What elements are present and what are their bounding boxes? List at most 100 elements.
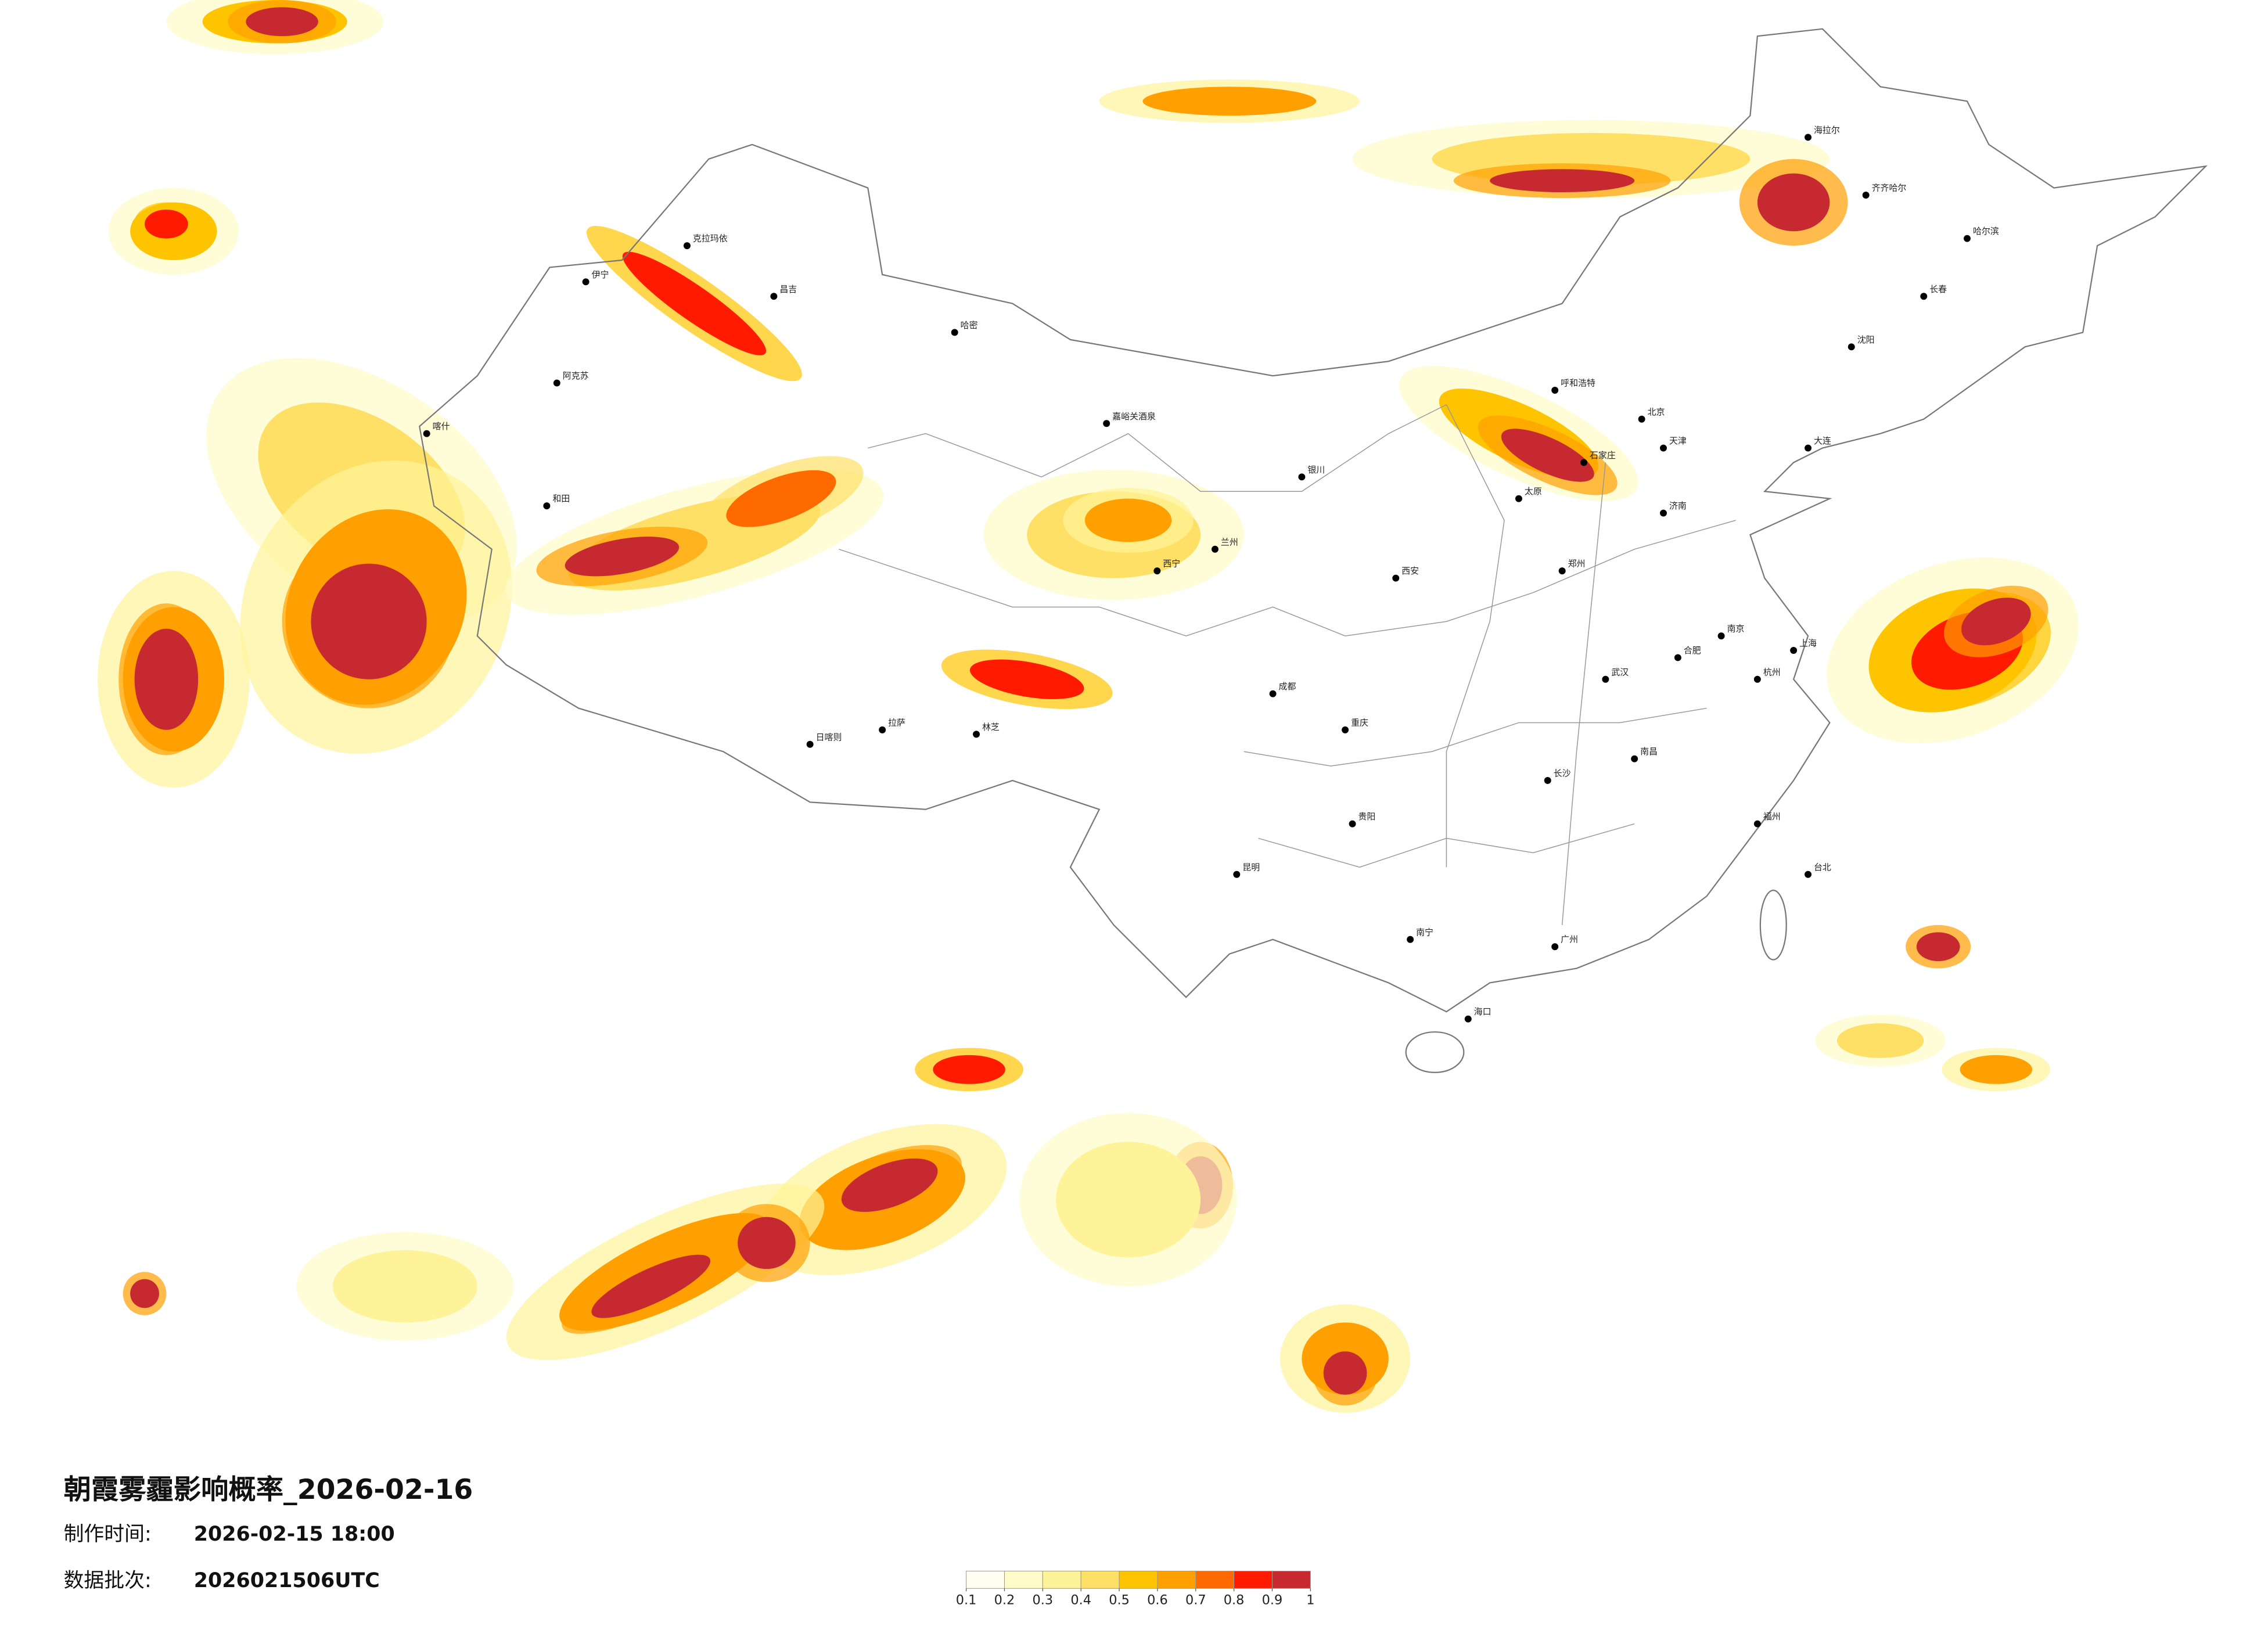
china-border <box>419 28 2208 1013</box>
made-time: 2026-02-15 18:00 <box>194 1523 395 1546</box>
city-label: 日喀则 <box>816 732 842 742</box>
city-label: 喀什 <box>433 421 450 431</box>
title: 朝霞雾霾影响概率_2026-02-16 <box>64 1474 473 1506</box>
city-dot <box>1558 567 1566 575</box>
city-label: 成都 <box>1279 681 1296 692</box>
city-label: 伊宁 <box>592 269 609 280</box>
legend-swatch <box>1042 1570 1081 1589</box>
legend-swatch <box>1119 1570 1158 1589</box>
city-label: 太原 <box>1525 486 1542 497</box>
legend-swatch <box>1195 1570 1235 1589</box>
prob-area <box>145 209 188 239</box>
legend-tick-label: 0.7 <box>1185 1593 1206 1608</box>
city-label: 和田 <box>552 494 570 504</box>
city-label: 克拉玛依 <box>693 233 728 244</box>
city-label: 贵阳 <box>1358 811 1376 822</box>
city-dot <box>543 502 551 510</box>
taiwan <box>1759 890 1787 961</box>
city-label: 嘉峪关酒泉 <box>1112 411 1156 422</box>
prob-area <box>726 470 836 527</box>
city-label: 哈尔滨 <box>1973 226 1999 236</box>
city-dot <box>1342 726 1349 733</box>
city-label: 林芝 <box>982 722 1000 732</box>
legend-swatch <box>1080 1570 1120 1589</box>
city-dot <box>1544 777 1551 784</box>
city-label: 海拉尔 <box>1814 125 1840 135</box>
city-label: 昆明 <box>1242 862 1260 872</box>
city-dot <box>1580 459 1588 466</box>
city-dot <box>770 293 778 300</box>
city-label: 长春 <box>1929 284 1947 294</box>
city-dot <box>1753 820 1761 828</box>
city-dot <box>423 430 430 437</box>
city-label: 呼和浩特 <box>1561 378 1595 388</box>
prob-area <box>1056 1142 1201 1258</box>
legend-tick-label: 0.3 <box>1033 1593 1054 1608</box>
prob-area <box>1501 429 1594 482</box>
city-dot <box>683 242 691 250</box>
city-dot <box>1753 675 1761 683</box>
prob-area <box>1490 169 1635 193</box>
city-label: 南京 <box>1727 624 1745 634</box>
city-dot <box>1349 820 1356 828</box>
city-label: 福州 <box>1763 811 1781 822</box>
city-dot <box>1638 415 1645 423</box>
city-dot <box>1515 495 1522 502</box>
legend-tick-label: 0.4 <box>1070 1593 1091 1608</box>
city-dot <box>1551 943 1559 951</box>
city-dot <box>1660 509 1667 517</box>
city-label: 银川 <box>1307 465 1325 475</box>
prob-area <box>1960 1055 2033 1084</box>
prob-area <box>1757 173 1830 232</box>
city-label: 西安 <box>1401 566 1419 576</box>
city-label: 昌吉 <box>779 284 797 294</box>
city-label: 海口 <box>1474 1006 1491 1017</box>
prob-area <box>933 1055 1005 1084</box>
prob-area <box>841 1158 938 1212</box>
prob-area <box>622 251 767 355</box>
prob-area <box>1084 498 1172 542</box>
legend-tick-label: 0.2 <box>994 1593 1015 1608</box>
city-dot <box>973 731 980 738</box>
city-dot <box>1269 690 1277 697</box>
city-label: 长沙 <box>1554 768 1571 779</box>
probability-field <box>98 0 2079 1413</box>
city-dot <box>1805 134 1812 141</box>
city-dot <box>806 740 814 748</box>
city-label: 拉萨 <box>888 717 905 728</box>
city-dot <box>1233 870 1241 878</box>
prob-area <box>311 563 427 679</box>
legend-swatch <box>966 1570 1005 1589</box>
legend-tick-label: 0.6 <box>1147 1593 1168 1608</box>
city-label: 杭州 <box>1763 667 1781 677</box>
city-label: 大连 <box>1814 436 1831 446</box>
city-label: 合肥 <box>1684 645 1701 656</box>
city-label: 重庆 <box>1351 717 1368 728</box>
city-dot <box>1920 293 1928 300</box>
city-dot <box>1805 870 1812 878</box>
city-label: 哈密 <box>961 320 978 330</box>
city-dot <box>1602 675 1609 683</box>
prob-area <box>565 537 680 577</box>
city-label: 南昌 <box>1640 746 1658 757</box>
city-dot <box>1392 574 1400 582</box>
city-dot <box>1103 420 1110 427</box>
city-dot <box>1407 936 1414 943</box>
city-dot <box>553 379 560 387</box>
made-label: 制作时间: <box>64 1523 152 1546</box>
prob-area <box>1836 1023 1924 1058</box>
city-label: 郑州 <box>1568 559 1586 569</box>
province-borders <box>839 404 1736 925</box>
city-label: 西宁 <box>1163 559 1180 569</box>
city-dot <box>1211 545 1219 553</box>
city-label: 沈阳 <box>1857 334 1875 345</box>
city-dot <box>1464 1015 1472 1023</box>
prob-area <box>1961 598 2031 646</box>
prob-area <box>1142 87 1317 116</box>
legend-tick-label: 0.5 <box>1109 1593 1130 1608</box>
prob-area <box>332 1250 477 1323</box>
city-dot <box>1964 235 1971 242</box>
legend: 0.1 0.2 0.3 0.4 0.5 0.6 0.7 0.8 0.9 1 <box>956 1570 1314 1608</box>
legend-swatch <box>1271 1570 1311 1589</box>
